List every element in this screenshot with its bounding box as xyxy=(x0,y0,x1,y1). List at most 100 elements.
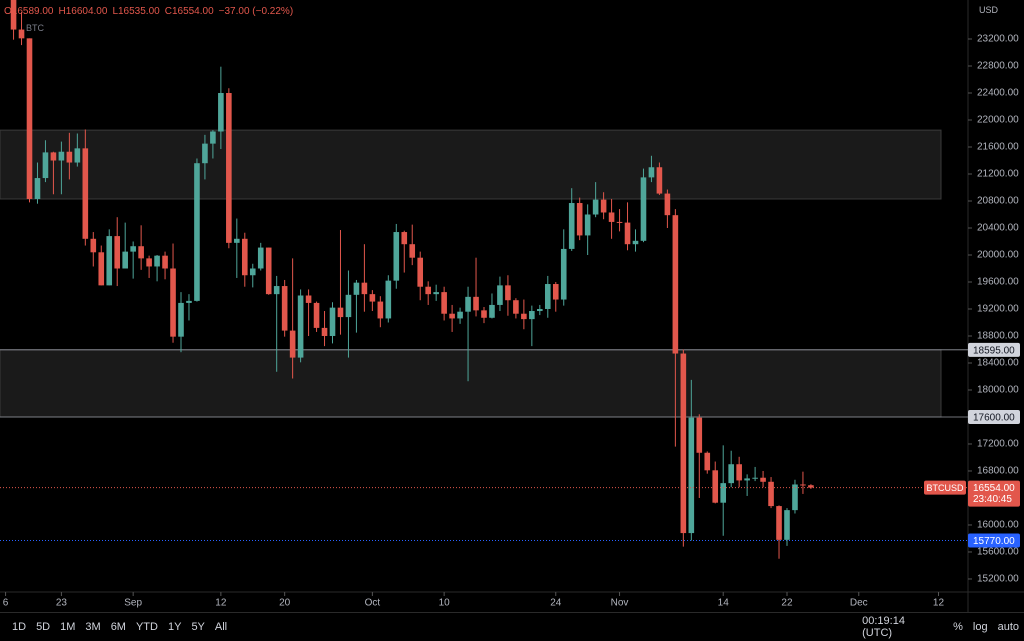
y-tick-label: 18800.00 xyxy=(977,331,1019,342)
candle-body xyxy=(234,238,240,243)
range-button[interactable]: 5D xyxy=(36,621,51,633)
candle-body xyxy=(696,417,703,453)
candle-body xyxy=(704,452,711,471)
y-tick-label: 22400.00 xyxy=(977,88,1019,99)
candle-body xyxy=(409,244,416,258)
candle-body xyxy=(106,236,113,286)
candle-body xyxy=(592,199,599,215)
candle-body xyxy=(385,280,392,319)
candle-body xyxy=(353,282,360,295)
candle-body xyxy=(744,478,750,481)
candle-body xyxy=(672,215,679,354)
candle-body xyxy=(449,313,455,319)
candle-body xyxy=(712,470,719,503)
ohlc-value: O16589.00 xyxy=(4,6,54,17)
x-tick-label: 24 xyxy=(550,598,562,609)
y-tick-label: 21600.00 xyxy=(977,142,1019,153)
scale-option[interactable]: % xyxy=(953,621,963,633)
candle-body xyxy=(489,304,495,318)
candle-body xyxy=(800,484,806,486)
candle-body xyxy=(42,152,49,179)
y-tick-label: 22800.00 xyxy=(977,61,1019,72)
x-tick-label: 10 xyxy=(439,598,451,609)
y-tick-label: 15600.00 xyxy=(977,547,1019,558)
candle-body xyxy=(632,240,639,245)
x-tick-label: 20 xyxy=(279,598,291,609)
x-tick-label: 6 xyxy=(3,598,9,609)
candle-body xyxy=(241,238,248,276)
x-tick-label: 12 xyxy=(933,598,945,609)
x-tick-label: Sep xyxy=(124,598,142,609)
candle-body xyxy=(624,222,631,245)
price-tag xyxy=(968,342,1020,357)
range-button[interactable]: 1Y xyxy=(167,621,182,633)
candle-body xyxy=(664,193,671,216)
candle-body xyxy=(529,311,535,320)
candle-body xyxy=(648,167,655,178)
candle-body xyxy=(114,236,121,269)
range-button[interactable]: 6M xyxy=(110,621,126,633)
candle-body xyxy=(457,311,463,319)
range-button[interactable]: 3M xyxy=(85,621,101,633)
candle-body xyxy=(568,203,575,249)
candle-body xyxy=(58,151,65,161)
candle-body xyxy=(305,295,312,303)
x-tick-label: Oct xyxy=(365,598,381,609)
candle-body xyxy=(497,285,503,305)
range-button[interactable]: 1M xyxy=(60,621,76,633)
candle-body xyxy=(688,417,695,534)
candle-body xyxy=(576,203,583,236)
y-tick-label: 20400.00 xyxy=(977,223,1019,234)
price-tag xyxy=(968,533,1020,548)
range-button[interactable]: All xyxy=(214,621,228,633)
scale-option[interactable]: log xyxy=(972,621,988,633)
y-tick-label: 17200.00 xyxy=(977,439,1019,450)
candle-body xyxy=(50,152,57,161)
candle-body xyxy=(98,252,105,286)
symbol: BTC xyxy=(26,23,44,33)
candle-body xyxy=(138,246,144,259)
symbol-tag-label: BTCUSD xyxy=(926,483,964,493)
zone xyxy=(0,349,942,418)
y-tick-label: 16000.00 xyxy=(977,520,1019,531)
x-tick-label: Dec xyxy=(850,598,868,609)
candle-body xyxy=(313,302,320,328)
candle-body xyxy=(289,330,296,358)
candle-body xyxy=(74,148,81,163)
candle-body xyxy=(154,255,160,267)
candle-body xyxy=(656,167,663,194)
x-tick-label: Nov xyxy=(611,598,629,609)
candle-body xyxy=(82,148,89,239)
candle-body xyxy=(210,131,216,144)
symbol-tag xyxy=(924,480,966,495)
price-tag xyxy=(968,480,1020,507)
candle-body xyxy=(337,307,344,318)
currency[interactable]: USD xyxy=(978,5,998,15)
candle-body xyxy=(505,285,511,301)
y-tick-label: 20000.00 xyxy=(977,250,1019,261)
candle-body xyxy=(281,286,288,331)
candle-body xyxy=(720,483,727,503)
clock: 00:19:14 (UTC) xyxy=(862,615,905,639)
range-button[interactable]: 5Y xyxy=(191,621,205,633)
range-button[interactable]: YTD xyxy=(135,621,158,633)
candle-body xyxy=(600,199,607,213)
price-tag xyxy=(968,409,1020,424)
candle-body xyxy=(273,286,280,295)
candle-body xyxy=(425,286,431,295)
ohlc-value: L16535.00 xyxy=(112,6,160,17)
y-tick-label: 23200.00 xyxy=(977,34,1019,45)
toolbar: 1D 5D 1M 3M 6M YTD 1Y 5Y All 00:19:14 (UTC)% log au… xyxy=(0,612,1024,641)
scale-option[interactable]: auto xyxy=(997,621,1019,633)
candle-body xyxy=(66,151,73,163)
candle-body xyxy=(202,143,208,164)
candle-body xyxy=(257,247,264,269)
x-tick-label: 23 xyxy=(56,598,68,609)
range-button[interactable]: 1D xyxy=(12,621,27,633)
candle-body xyxy=(297,295,304,358)
candle-body xyxy=(186,300,192,303)
ohlc-change: −37.00 (−0.22%) xyxy=(218,6,294,17)
candle-body xyxy=(473,296,479,311)
candle-body xyxy=(552,284,559,300)
x-tick-label: 14 xyxy=(718,598,730,609)
